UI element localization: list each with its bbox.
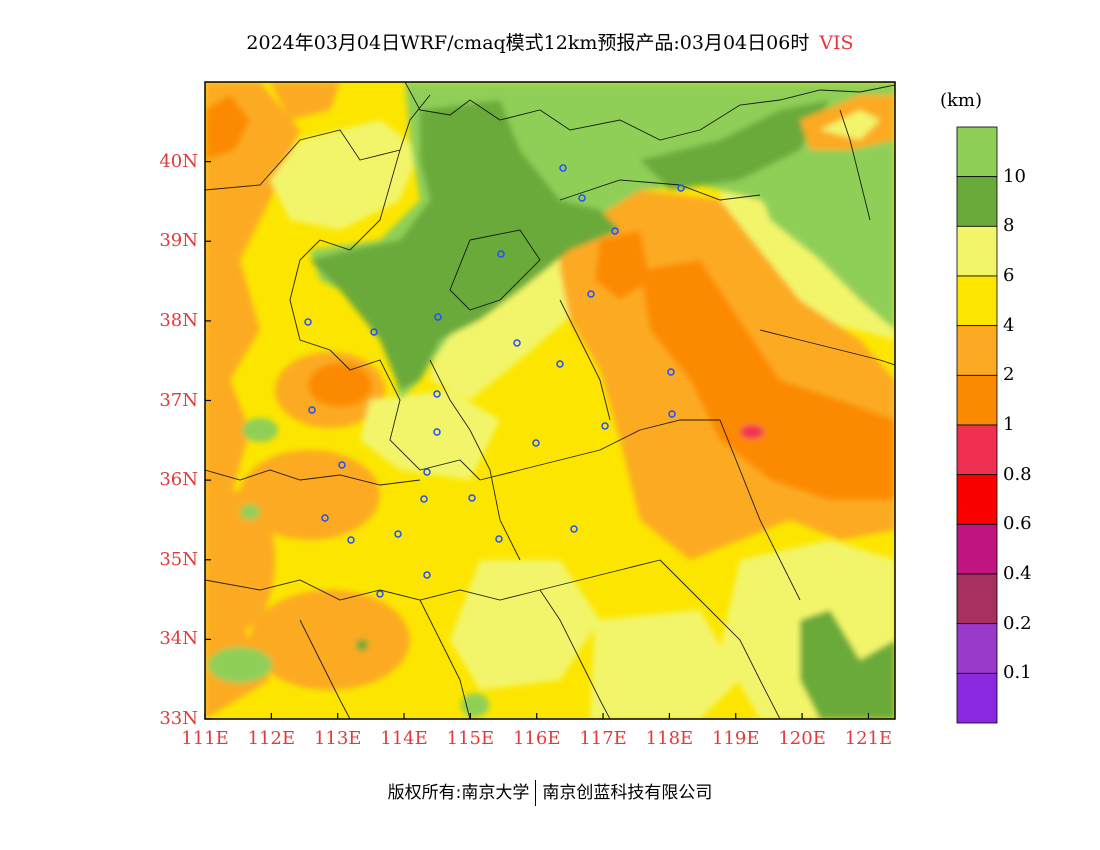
legend-label: 0.4 [1003, 563, 1032, 584]
visibility-field [205, 82, 895, 719]
legend-label: 0.8 [1003, 463, 1032, 485]
city-markers [304, 164, 685, 598]
legend-label: 4 [1003, 314, 1015, 336]
lat-tick-label: 38N [159, 309, 198, 331]
legend-unit: (km) [940, 90, 983, 111]
legend-label: 0.6 [1003, 513, 1032, 535]
legend-swatch [956, 325, 998, 376]
legend-label: 2 [1003, 364, 1015, 386]
legend-swatch [956, 126, 998, 178]
lon-tick-label: 120E [778, 728, 826, 749]
copyright-text: 版权所有:南京大学 [387, 783, 530, 803]
legend-label: 6 [1003, 265, 1015, 286]
lat-tick-label: 39N [159, 230, 198, 252]
legend-label: 1 [1003, 414, 1015, 435]
lon-tick-label: 113E [313, 728, 362, 749]
footer-separator [535, 780, 537, 806]
lon-tick-label: 118E [645, 728, 694, 749]
legend-label: 10 [1003, 165, 1026, 187]
lon-tick-label: 116E [512, 728, 561, 749]
lat-tick-label: 36N [159, 469, 198, 491]
boundaries [205, 82, 895, 719]
lon-tick-label: 114E [380, 728, 428, 749]
lon-tick-label: 112E [247, 728, 296, 749]
lat-tick-label: 40N [159, 150, 198, 172]
legend-label: 0.1 [1003, 662, 1032, 684]
legend-swatch [956, 225, 998, 277]
title-main: 2024年03月04日WRF/cmaq模式12km预报产品:03月04日06时 [246, 32, 810, 54]
lon-tick-label: 119E [712, 728, 760, 749]
company-text: 南京创蓝科技有限公司 [542, 783, 713, 803]
legend-swatch [956, 523, 998, 575]
legend-label: 8 [1003, 215, 1015, 237]
footer: 版权所有:南京大学 南京创蓝科技有限公司 [0, 778, 1100, 806]
legend-swatch [956, 672, 998, 724]
legend-swatch [956, 374, 998, 426]
legend-swatch [956, 176, 998, 227]
legend-colorbar [956, 126, 998, 724]
lon-tick-label: 117E [579, 728, 627, 749]
lat-tick-label: 35N [159, 548, 198, 570]
lon-tick-label: 121E [844, 728, 893, 749]
legend-swatch [956, 275, 998, 327]
title-variable: VIS [819, 32, 854, 54]
chart-title: 2024年03月04日WRF/cmaq模式12km预报产品:03月04日06时 V… [0, 28, 1100, 55]
lat-tick-label: 34N [159, 628, 198, 650]
lon-tick-label: 115E [446, 728, 495, 749]
lat-tick-label: 37N [159, 389, 198, 411]
legend-swatch [956, 424, 998, 476]
lat-tick-label: 33N [159, 708, 198, 729]
legend-label: 0.2 [1003, 612, 1032, 634]
lon-tick-label: 111E [181, 728, 229, 749]
legend-swatch [956, 474, 998, 525]
legend-swatch [956, 573, 998, 625]
legend-swatch [956, 623, 998, 674]
